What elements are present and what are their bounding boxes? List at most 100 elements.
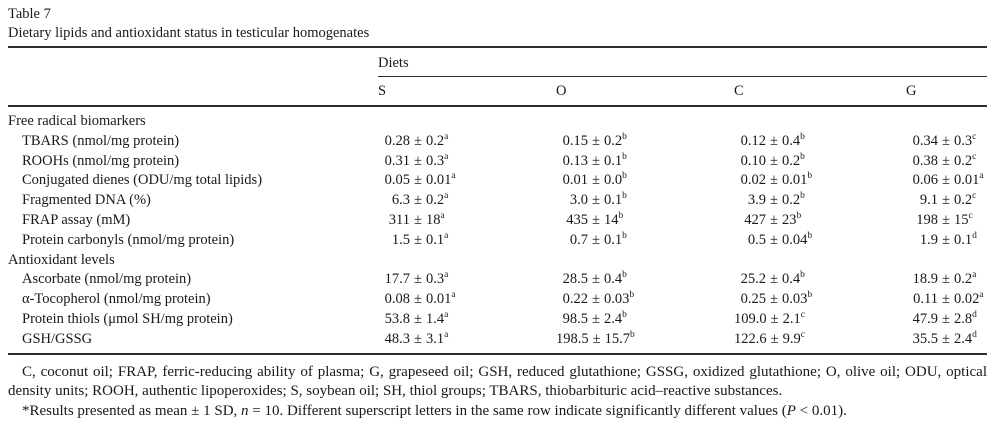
significance-superscript: b <box>622 171 627 182</box>
sd-value: 0.3a <box>425 270 449 288</box>
value-cell-g: 9.1 ±0.2c <box>906 191 987 211</box>
sd-value: 0.01a <box>425 290 456 308</box>
sd-value: 15c <box>953 211 973 228</box>
plus-minus-sign: ± <box>414 192 422 209</box>
sd-value: 2.1c <box>782 310 805 327</box>
table-row: FRAP assay (mM) 311 ±18a 435 ±14b 427 ±23b 198 ±… <box>8 211 987 231</box>
value-cell-c: 0.10 ±0.2b <box>734 152 906 172</box>
significance-superscript: b <box>807 171 813 182</box>
mean-value: 0.5 <box>747 231 766 248</box>
plus-minus-sign: ± <box>942 211 950 228</box>
sd-value: 0.2a <box>425 131 449 149</box>
mean-value: 1.5 <box>391 231 410 248</box>
value-cell-c: 0.25 ±0.03b <box>734 290 906 310</box>
value-cell-s: 0.28 ±0.2a <box>378 132 556 152</box>
sd-value: 0.01a <box>953 171 984 189</box>
plus-minus-sign: ± <box>414 152 422 169</box>
plus-minus-sign: ± <box>942 132 950 149</box>
significance-superscript: b <box>800 270 805 281</box>
mean-value: 0.38 <box>912 152 938 169</box>
mean-value: 35.5 <box>912 330 938 347</box>
significance-superscript: a <box>451 171 456 182</box>
significance-superscript: a <box>444 131 449 142</box>
table-header: Diets S O C G <box>8 48 987 107</box>
table-row: TBARS (nmol/mg protein) 0.28 ±0.2a 0.15 ±0.2… <box>8 132 987 152</box>
mean-value: 0.7 <box>569 231 588 248</box>
plus-minus-sign: ± <box>414 291 422 308</box>
significance-superscript: d <box>972 230 977 241</box>
significance-superscript: c <box>972 131 977 142</box>
section-header-row: Antioxidant levels <box>8 251 987 271</box>
plus-minus-sign: ± <box>770 231 778 248</box>
significance-superscript: b <box>629 329 635 340</box>
mean-value: 0.25 <box>740 291 766 308</box>
sd-value: 15.7b <box>604 329 635 347</box>
mean-value: 3.9 <box>747 192 766 209</box>
section-title: Free radical biomarkers <box>8 113 146 129</box>
significance-superscript: c <box>968 211 973 222</box>
plus-minus-sign: ± <box>770 330 779 347</box>
significance-superscript: c <box>800 329 805 340</box>
mean-value: 198 <box>916 211 938 228</box>
significance-superscript: b <box>622 310 627 321</box>
sd-value: 0.2b <box>781 151 805 169</box>
significance-superscript: b <box>618 211 624 222</box>
abbreviations-note: C, coconut oil; FRAP, ferric-reducing ab… <box>8 363 987 402</box>
mean-value: 0.31 <box>384 152 410 169</box>
plus-minus-sign: ± <box>414 330 422 347</box>
plus-minus-sign: ± <box>942 192 950 209</box>
plus-minus-sign: ± <box>770 310 779 327</box>
table-row: Protein thiols (μmol SH/mg protein) 53.8 ±… <box>8 310 987 330</box>
mean-value: 0.01 <box>562 172 588 189</box>
plus-minus-sign: ± <box>942 231 950 248</box>
mean-value: 25.2 <box>740 271 766 288</box>
significance-superscript: c <box>800 310 805 321</box>
significance-superscript: c <box>972 151 977 162</box>
mean-value: 18.9 <box>912 271 938 288</box>
section-title: Antioxidant levels <box>8 251 115 268</box>
journal-table-page: Table 7 Dietary lipids and antioxidant s… <box>8 6 987 422</box>
plus-minus-sign: ± <box>770 172 778 189</box>
significance-superscript: b <box>807 290 813 301</box>
results-note: *Results presented as mean ± 1 SD, n = 1… <box>8 402 987 422</box>
italic-symbol: P <box>786 402 796 419</box>
row-label: Protein thiols (μmol SH/mg protein) <box>22 310 233 327</box>
sd-value: 0.02a <box>953 290 984 308</box>
value-cell-g: 1.9 ±0.1d <box>906 231 987 251</box>
value-cell-s: 6.3 ±0.2a <box>378 191 556 211</box>
significance-superscript: a <box>444 230 449 241</box>
sd-value: 2.4d <box>953 329 977 347</box>
note-text: < 0.01). <box>795 402 847 419</box>
plus-minus-sign: ± <box>414 172 422 189</box>
value-cell-g: 47.9 ±2.8d <box>906 310 987 330</box>
plus-minus-sign: ± <box>592 152 600 169</box>
sd-value: 0.4b <box>781 131 805 149</box>
sd-value: 0.03b <box>603 290 635 308</box>
row-label: α-Tocopherol (nmol/mg protein) <box>22 291 211 308</box>
section-header-row: Free radical biomarkers <box>8 112 987 132</box>
value-cell-o: 435 ±14b <box>556 211 734 231</box>
significance-superscript: a <box>444 191 449 202</box>
significance-superscript: a <box>444 329 449 340</box>
value-cell-g: 35.5 ±2.4d <box>906 330 987 350</box>
sd-value: 0.1d <box>953 230 977 248</box>
value-cell-g: 0.11 ±0.02a <box>906 290 987 310</box>
plus-minus-sign: ± <box>770 152 778 169</box>
sd-value: 0.3c <box>953 131 977 149</box>
significance-superscript: a <box>440 211 445 222</box>
plus-minus-sign: ± <box>592 291 600 308</box>
significance-superscript: a <box>979 290 984 301</box>
label-column-spacer <box>8 82 378 101</box>
sd-value: 1.4a <box>425 310 449 327</box>
plus-minus-sign: ± <box>942 310 950 327</box>
value-cell-o: 0.13 ±0.1b <box>556 152 734 172</box>
row-label: Ascorbate (nmol/mg protein) <box>22 271 192 288</box>
row-label: Fragmented DNA (%) <box>22 192 151 209</box>
plus-minus-sign: ± <box>942 271 950 288</box>
significance-superscript: a <box>972 270 977 281</box>
significance-superscript: a <box>444 310 449 321</box>
sd-value: 0.1b <box>603 151 627 169</box>
row-label: ROOHs (nmol/mg protein) <box>22 152 180 169</box>
value-cell-o: 3.0 ±0.1b <box>556 191 734 211</box>
value-cell-g: 0.06 ±0.01a <box>906 171 987 191</box>
